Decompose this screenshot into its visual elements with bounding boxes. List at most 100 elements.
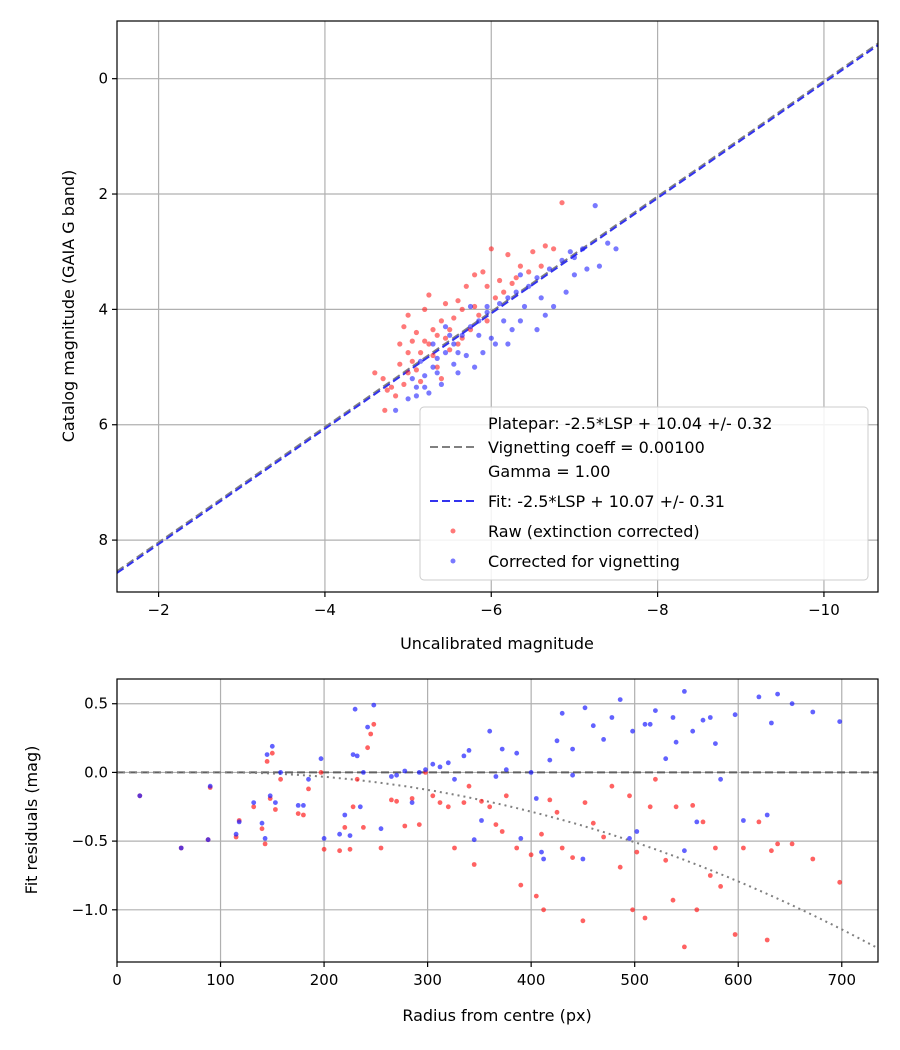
y-tick-label: −1.0: [72, 901, 108, 919]
vignetting-curve: [117, 771, 878, 950]
corrected-point: [451, 361, 457, 367]
raw-point: [402, 823, 408, 829]
y-tick-label: 8: [98, 531, 108, 549]
legend-box: [419, 406, 869, 581]
y-tick-label: −0.5: [72, 832, 108, 850]
raw-point: [459, 306, 465, 312]
corrected-point: [567, 249, 573, 255]
raw-point: [514, 845, 520, 851]
top-y-ticks: 0 2 4 6 8: [98, 70, 117, 549]
raw-point: [775, 841, 780, 847]
corrected-point: [533, 796, 539, 801]
corrected-point: [559, 710, 565, 716]
corrected-point: [775, 691, 780, 697]
top-y-axis-label: Catalog magnitude (GAIA G band): [59, 170, 78, 442]
corrected-point: [476, 318, 482, 324]
corrected-point: [547, 757, 553, 763]
corrected-point: [580, 246, 586, 252]
raw-point: [397, 361, 403, 367]
y-tick-label: 0: [98, 70, 108, 88]
corrected-point: [205, 837, 211, 843]
corrected-point: [554, 738, 560, 744]
corrected-point: [493, 774, 499, 779]
raw-point: [732, 932, 738, 937]
corrected-point: [137, 793, 143, 799]
corrected-point: [269, 743, 275, 749]
corrected-point: [497, 301, 503, 307]
y-tick-label: 2: [98, 185, 108, 203]
legend-platepar: Platepar: -2.5*LSP + 10.04 +/- 0.32: [488, 414, 772, 433]
bottom-y-ticks: 0.5 0.0 −0.5 −1.0: [72, 695, 117, 919]
corrected-point: [278, 770, 283, 775]
corrected-point: [459, 332, 465, 338]
corrected-point: [546, 266, 553, 272]
corrected-point: [273, 800, 278, 805]
corrected-point: [350, 752, 356, 757]
corrected-point: [756, 694, 762, 700]
raw-point: [269, 750, 275, 756]
raw-point: [663, 857, 669, 863]
corrected-point: [617, 697, 623, 702]
raw-point: [764, 937, 770, 943]
raw-point: [503, 793, 509, 799]
legend-gamma: Gamma = 1.00: [488, 462, 610, 481]
corrected-point: [487, 728, 493, 734]
corrected-point: [517, 318, 524, 324]
y-tick-label: 0.0: [84, 763, 108, 781]
raw-point: [484, 318, 490, 324]
raw-point: [405, 370, 411, 376]
raw-point: [479, 798, 484, 804]
corrected-point: [592, 203, 598, 209]
raw-point: [438, 376, 444, 382]
raw-point: [405, 350, 411, 356]
corrected-point: [416, 770, 422, 775]
raw-point: [538, 263, 544, 269]
raw-point: [422, 306, 428, 312]
corrected-point: [378, 826, 384, 832]
raw-point: [301, 812, 306, 818]
raw-point: [466, 783, 472, 789]
corrected-point: [423, 767, 428, 773]
corrected-point: [371, 702, 377, 708]
corrected-point: [613, 246, 619, 252]
y-tick-label: 6: [98, 416, 108, 434]
fit-line: [117, 44, 878, 574]
bottom-x-axis-label: Radius from centre (px): [402, 1006, 591, 1025]
corrected-point: [393, 407, 399, 413]
corrected-point: [442, 350, 449, 356]
raw-point: [547, 797, 553, 803]
corrected-point: [700, 717, 706, 723]
raw-point: [642, 915, 648, 921]
raw-point: [442, 301, 449, 307]
corrected-point: [503, 767, 509, 773]
corrected-point: [501, 318, 507, 324]
raw-point: [617, 864, 623, 870]
raw-point: [447, 327, 453, 333]
raw-point: [707, 873, 713, 878]
corrected-point: [663, 756, 669, 762]
bottom-panel: 0 100 200 300 400 500 600 700 0.5 0.0 −0.5 −1.0 Ra…: [22, 678, 879, 1025]
raw-point: [337, 848, 342, 854]
corrected-point: [463, 352, 469, 359]
raw-point: [518, 882, 524, 888]
corrected-point: [413, 393, 419, 399]
x-tick-label: −2: [148, 601, 170, 619]
raw-point: [653, 776, 658, 782]
raw-point: [718, 884, 723, 889]
raw-point: [837, 879, 843, 885]
x-tick-label: 700: [827, 971, 856, 989]
corrected-point: [764, 812, 770, 818]
raw-point: [426, 292, 432, 298]
legend-raw-marker: [450, 528, 456, 534]
raw-point: [472, 303, 478, 310]
raw-point: [789, 841, 795, 847]
corrected-point: [422, 373, 428, 379]
raw-point: [484, 283, 490, 289]
raw-point: [418, 378, 424, 385]
raw-point: [361, 825, 366, 830]
raw-point: [694, 907, 700, 913]
raw-point: [409, 338, 415, 344]
raw-point: [471, 862, 477, 867]
corrected-point: [538, 295, 544, 301]
